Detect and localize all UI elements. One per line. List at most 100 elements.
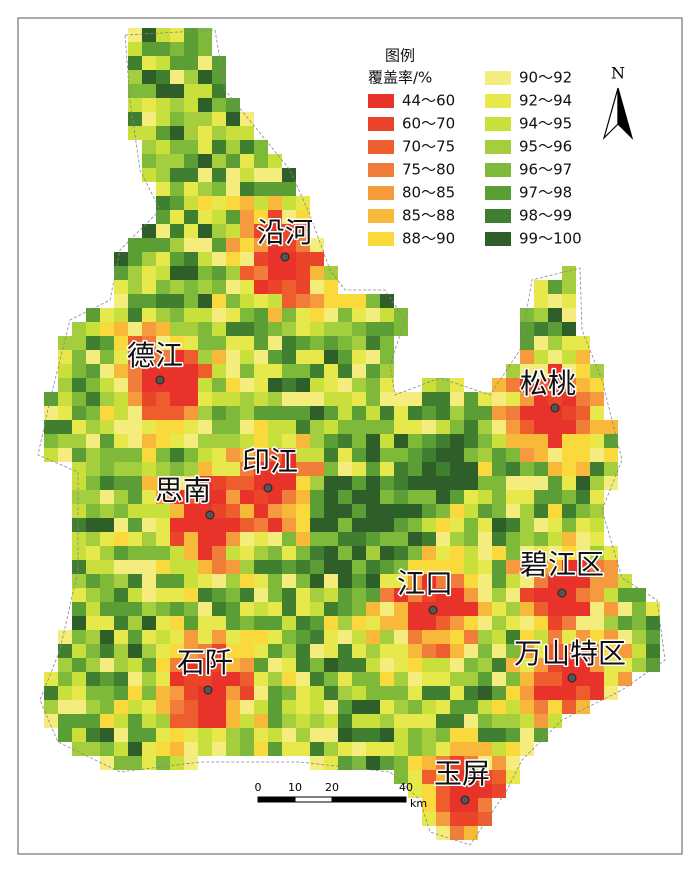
grid-cell: [198, 294, 212, 308]
grid-cell: [562, 616, 576, 630]
grid-cell: [184, 602, 198, 616]
grid-cell: [380, 504, 394, 518]
grid-cell: [268, 224, 282, 238]
grid-cell: [282, 406, 296, 420]
grid-cell: [212, 98, 226, 112]
grid-cell: [492, 546, 506, 560]
grid-cell: [198, 574, 212, 588]
grid-cell: [198, 434, 212, 448]
grid-cell: [170, 294, 184, 308]
grid-cell: [436, 630, 450, 644]
grid-cell: [72, 406, 86, 420]
grid-cell: [324, 294, 338, 308]
legend-label: 97～98: [519, 184, 572, 202]
grid-cell: [184, 700, 198, 714]
grid-cell: [436, 812, 450, 826]
grid-cell: [464, 476, 478, 490]
grid-cell: [562, 686, 576, 700]
grid-cell: [198, 224, 212, 238]
grid-cell: [394, 504, 408, 518]
grid-cell: [576, 672, 590, 686]
grid-cell: [338, 406, 352, 420]
grid-cell: [576, 462, 590, 476]
grid-cell: [478, 434, 492, 448]
grid-cell: [324, 630, 338, 644]
grid-cell: [268, 658, 282, 672]
grid-cell: [450, 392, 464, 406]
grid-cell: [324, 378, 338, 392]
grid-cell: [128, 238, 142, 252]
grid-cell: [422, 574, 436, 588]
grid-cell: [576, 546, 590, 560]
grid-cell: [464, 770, 478, 784]
grid-cell: [492, 560, 506, 574]
grid-cell: [268, 490, 282, 504]
grid-cell: [226, 630, 240, 644]
grid-cell: [184, 182, 198, 196]
grid-cell: [380, 294, 394, 308]
grid-cell: [184, 294, 198, 308]
grid-cell: [114, 630, 128, 644]
grid-cell: [324, 560, 338, 574]
grid-cell: [562, 658, 576, 672]
grid-cell: [562, 560, 576, 574]
grid-cell: [100, 588, 114, 602]
grid-cell: [212, 364, 226, 378]
grid-cell: [282, 378, 296, 392]
grid-cell: [198, 602, 212, 616]
legend-label: 70～75: [402, 138, 455, 156]
grid-cell: [184, 658, 198, 672]
grid-cell: [170, 182, 184, 196]
grid-cell: [464, 406, 478, 420]
grid-cell: [156, 84, 170, 98]
grid-cell: [170, 420, 184, 434]
grid-cell: [464, 812, 478, 826]
grid-cell: [464, 742, 478, 756]
grid-cell: [548, 308, 562, 322]
grid-cell: [324, 420, 338, 434]
grid-cell: [520, 546, 534, 560]
grid-cell: [352, 658, 366, 672]
grid-cell: [156, 98, 170, 112]
grid-cell: [422, 504, 436, 518]
grid-cell: [534, 546, 548, 560]
grid-cell: [492, 532, 506, 546]
grid-cell: [380, 630, 394, 644]
grid-cell: [226, 574, 240, 588]
grid-cell: [408, 392, 422, 406]
grid-cell: [380, 546, 394, 560]
grid-cell: [450, 518, 464, 532]
grid-cell: [142, 406, 156, 420]
grid-cell: [590, 378, 604, 392]
grid-cell: [240, 518, 254, 532]
grid-cell: [226, 126, 240, 140]
place-label: 江口: [397, 567, 453, 600]
grid-cell: [464, 504, 478, 518]
grid-cell: [86, 574, 100, 588]
grid-cell: [282, 742, 296, 756]
grid-cell: [422, 658, 436, 672]
place-dot: [280, 252, 290, 262]
grid-cell: [240, 686, 254, 700]
grid-cell: [212, 224, 226, 238]
grid-cell: [562, 266, 576, 280]
grid-cell: [100, 560, 114, 574]
grid-cell: [184, 434, 198, 448]
grid-cell: [128, 616, 142, 630]
grid-cell: [338, 644, 352, 658]
grid-cell: [184, 98, 198, 112]
grid-cell: [310, 504, 324, 518]
grid-cell: [450, 756, 464, 770]
grid-cell: [226, 98, 240, 112]
grid-cell: [338, 602, 352, 616]
grid-cell: [86, 420, 100, 434]
place-label: 万山特区: [514, 637, 626, 670]
grid-cell: [282, 532, 296, 546]
grid-cell: [282, 322, 296, 336]
grid-cell: [212, 252, 226, 266]
grid-cell: [170, 168, 184, 182]
grid-cell: [450, 798, 464, 812]
grid-cell: [156, 504, 170, 518]
grid-cell: [422, 686, 436, 700]
grid-cell: [212, 658, 226, 672]
